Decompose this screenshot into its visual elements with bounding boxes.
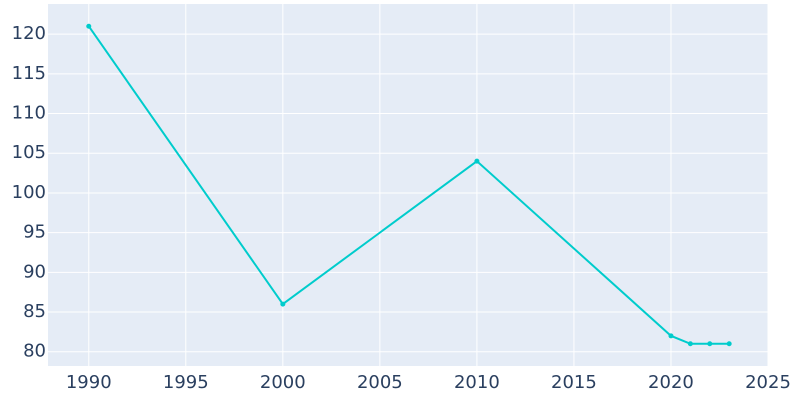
y-tick-label: 120	[12, 23, 46, 44]
x-tick-label: 1990	[66, 372, 112, 393]
point	[474, 158, 480, 164]
point	[726, 341, 732, 347]
point	[668, 333, 674, 339]
y-tick-label: 90	[23, 261, 46, 282]
point	[687, 341, 693, 347]
point	[707, 341, 713, 347]
point	[86, 23, 92, 29]
point	[280, 301, 286, 307]
y-tick-label: 100	[12, 182, 46, 203]
y-tick-label: 95	[23, 222, 46, 243]
y-tick-label: 115	[12, 63, 46, 84]
x-tick-label: 2015	[551, 372, 597, 393]
y-tick-label: 80	[23, 341, 46, 362]
y-tick-label: 85	[23, 301, 46, 322]
y-tick-label: 110	[12, 103, 46, 124]
x-tick-label: 2005	[357, 372, 403, 393]
y-tick-label: 105	[12, 142, 46, 163]
x-tick-label: 2025	[745, 372, 791, 393]
x-tick-label: 1995	[163, 372, 209, 393]
x-tick-label: 2020	[648, 372, 694, 393]
x-tick-label: 2010	[454, 372, 500, 393]
plot-area	[48, 4, 768, 366]
x-tick-label: 2000	[260, 372, 306, 393]
